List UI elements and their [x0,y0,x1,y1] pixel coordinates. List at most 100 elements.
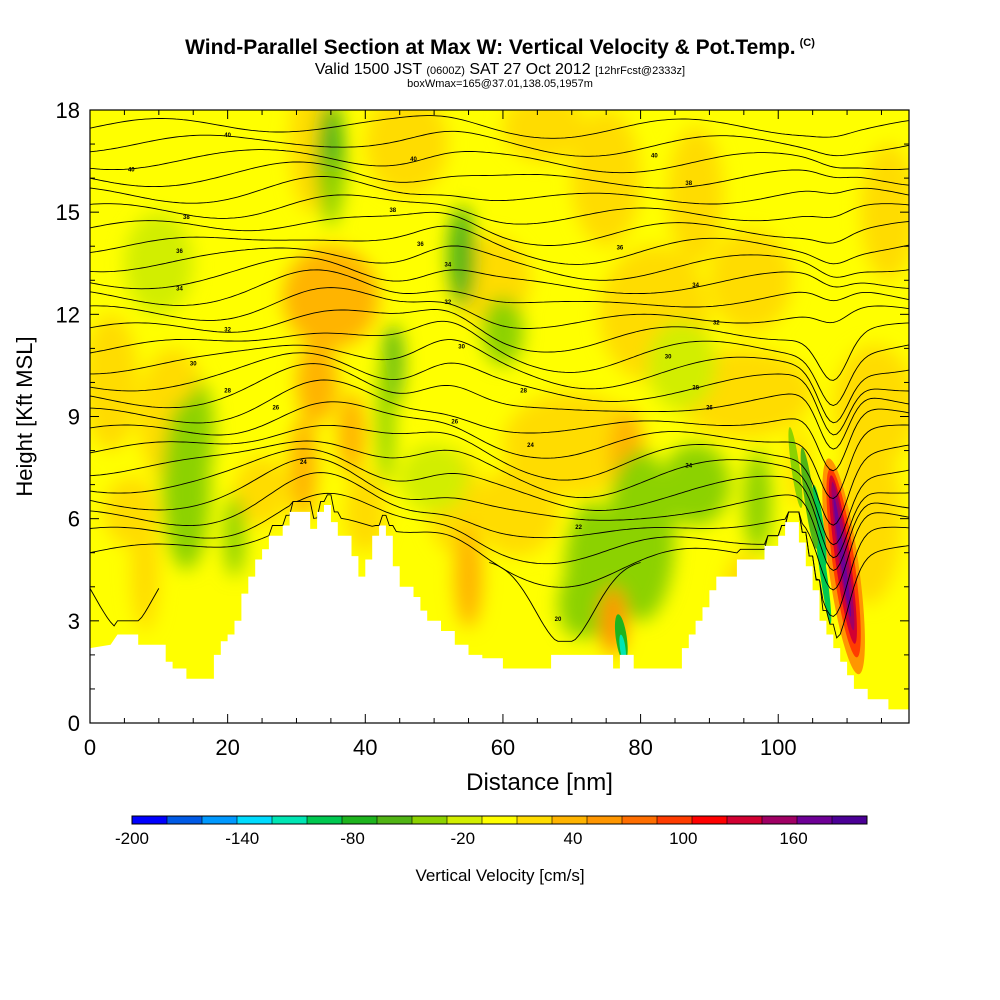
y-tick-label: 18 [56,98,80,123]
colorbar-swatch [552,816,588,824]
x-tick-label: 100 [760,735,797,760]
theta-contour-line [90,149,909,174]
theta-contour-line [90,176,909,205]
colorbar-swatch [762,816,798,824]
theta-contour-line [90,440,909,546]
contour-label: 32 [713,321,720,327]
y-tick-label: 6 [68,507,80,532]
contour-label: 30 [190,361,197,367]
contour-label: 24 [527,443,534,449]
contour-label: 20 [555,617,562,623]
theta-contour-line [90,309,909,381]
x-tick-label: 0 [84,735,96,760]
theta-contour-line [90,588,160,627]
x-tick-label: 80 [628,735,652,760]
colorbar-label: Vertical Velocity [cm/s] [415,866,584,885]
contour-label: 28 [520,389,527,395]
contour-label: 22 [575,525,582,531]
colorbar-swatch [797,816,833,824]
theta-contour-line [90,287,909,329]
contour-label: 34 [445,263,452,269]
theta-contour-line [90,225,909,265]
theta-contour-line [90,256,909,295]
contour-label: 40 [224,133,231,139]
colorbar-swatch [377,816,413,824]
contour-label: 40 [651,154,658,160]
terrain-mask [90,505,909,723]
colorbar-swatch [657,816,693,824]
contour-label: 28 [224,389,231,395]
theta-contour-line [90,363,909,450]
theta-contour-line [90,115,909,139]
contour-label: 36 [176,249,183,255]
valid-prefix: Valid 1500 JST [314,61,422,78]
theta-contour-line [90,269,909,308]
x-tick-label: 60 [491,735,515,760]
theta-contour-line [90,457,909,572]
colorbar-swatch [692,816,728,824]
theta-contour-line [90,161,909,189]
y-tick-label: 15 [56,200,80,225]
contour-label: 26 [272,406,279,412]
theta-contour-line [90,194,909,225]
chart-title-text: Wind-Parallel Section at Max W: Vertical… [185,36,796,59]
contour-label: 34 [176,286,183,292]
colorbar-tick-label: 100 [669,829,697,848]
contour-label: 24 [685,464,692,470]
theta-contour-line [90,245,909,281]
colorbar-tick-label: -200 [115,829,149,848]
colorbar-tick-label: -20 [450,829,475,848]
contour-label: 36 [417,242,424,248]
colorbar-swatch [167,816,203,824]
colorbar-swatch [132,816,168,824]
colorbar-tick-label: 160 [779,829,807,848]
contour-label: 36 [617,246,624,252]
theta-contour-line [90,492,909,618]
colorbar-swatch [272,816,308,824]
colorbar-swatch [517,816,553,824]
colorbar-swatch [447,816,483,824]
copyright-mark: (C) [799,37,815,49]
colorbar-tick-label: 40 [564,829,583,848]
box-info: boxWmax=165@37.01,138.05,1957m [407,78,593,90]
colorbar-swatch [587,816,623,824]
contour-label: 28 [692,385,699,391]
colorbar-swatch [202,816,238,824]
x-axis-label: Distance [nm] [466,769,613,796]
colorbar-swatch [237,816,273,824]
chart-title: Wind-Parallel Section at Max W: Vertical… [0,36,1000,60]
contour-label: 38 [685,181,692,187]
theta-contour-line [90,472,909,591]
colorbar-swatch [307,816,343,824]
valid-date: SAT 27 Oct 2012 [469,61,591,78]
contour-label: 30 [458,344,465,350]
theta-contour-line [90,401,909,499]
y-tick-label: 3 [68,609,80,634]
colorbar-frame [131,815,868,825]
theta-contour-line [90,320,909,406]
contour-label: 38 [389,208,396,214]
valid-utc: (0600Z) [426,65,465,77]
y-tick-label: 12 [56,302,80,327]
theta-contour-line [90,211,909,246]
colorbar-swatch [342,816,378,824]
colorbar-tick-label: -80 [340,829,365,848]
contour-label: 26 [706,406,713,412]
colorbar-tick-label: -140 [225,829,259,848]
theta-contour-line [90,448,909,559]
y-axis-label: Height [Kft MSL] [12,336,37,496]
contour-label: 40 [410,157,417,163]
theta-contour-line [90,339,909,424]
contour-label: 40 [128,167,135,173]
contour-label: 32 [224,327,231,333]
colorbar-swatch [622,816,658,824]
contour-label: 30 [665,355,672,361]
chart-subtitle: Valid 1500 JST (0600Z) SAT 27 Oct 2012 [… [0,61,1000,79]
colorbar-swatch [482,816,518,824]
theta-contour-line [90,424,909,526]
contour-label: 34 [692,283,699,289]
contour-label: 26 [451,419,458,425]
theta-contour-line [90,379,909,472]
